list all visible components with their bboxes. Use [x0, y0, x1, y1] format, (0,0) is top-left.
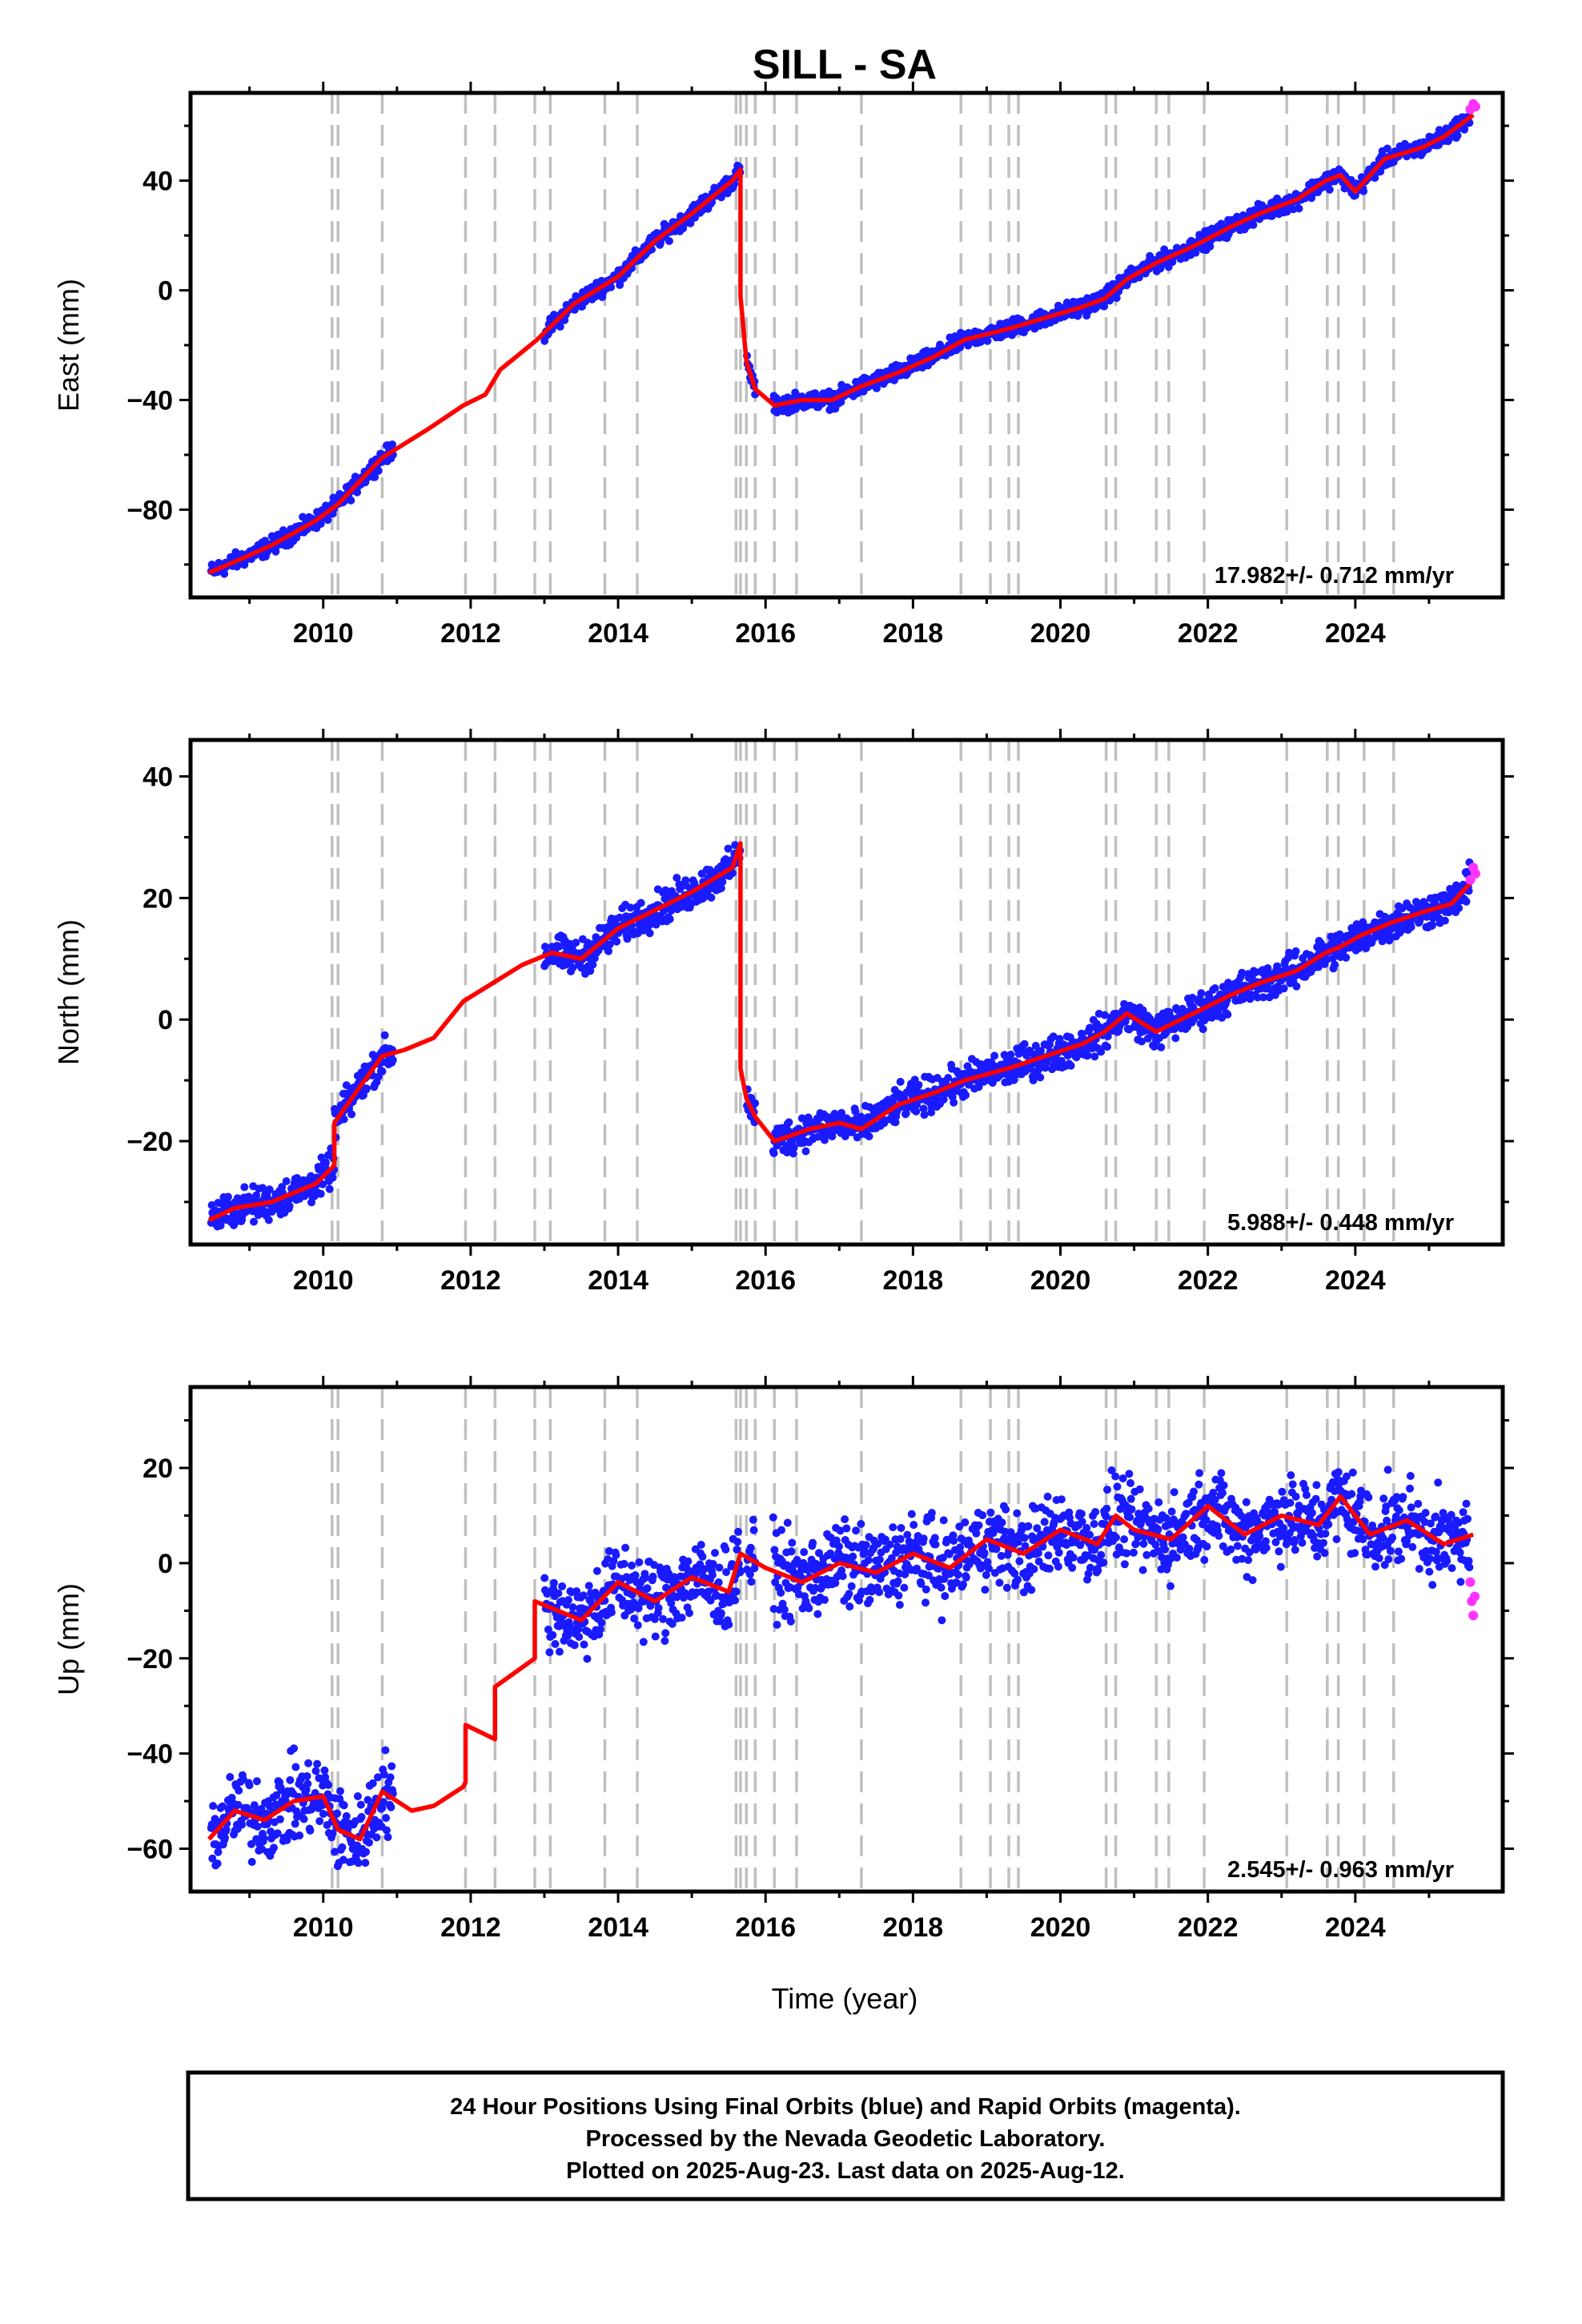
- y-tick-label: 20: [143, 883, 173, 914]
- x-tick-label: 2010: [293, 1265, 354, 1296]
- x-tick-label: 2020: [1030, 1912, 1091, 1943]
- y-axis-label: Up (mm): [52, 1583, 85, 1695]
- model-fit-line: [207, 113, 1475, 575]
- final-orbit-points: [207, 112, 1474, 578]
- plot-frame: [188, 738, 1505, 1247]
- x-tick-label: 2018: [883, 1265, 944, 1296]
- panels-group: 2010 2012 2014 2016 2018 2020 2022 2024−80−4004…: [52, 82, 1514, 1943]
- x-axis-label: Time (year): [772, 1982, 918, 2015]
- rapid-orbit-point: [1470, 1591, 1480, 1602]
- rapid-orbit-point: [1468, 1610, 1479, 1621]
- y-tick-label: 20: [143, 1454, 173, 1484]
- x-tick-label: 2022: [1178, 1265, 1239, 1296]
- x-tick-label: 2024: [1325, 1265, 1386, 1296]
- velocity-rate-label: 2.545+/- 0.963 mm/yr: [1227, 1857, 1454, 1883]
- plot-frame: [188, 1385, 1505, 1894]
- x-tick-label: 2022: [1178, 618, 1239, 649]
- plot-area: [207, 740, 1480, 1244]
- y-axis-label: East (mm): [52, 279, 85, 412]
- footer-line-3: Plotted on 2025-Aug-23. Last data on 202…: [566, 2158, 1125, 2184]
- x-tick-label: 2012: [440, 1265, 501, 1296]
- final-orbit-points: [207, 1466, 1474, 1871]
- x-tick-label: 2014: [588, 1912, 648, 1943]
- plot-frame: [188, 90, 1505, 600]
- y-tick-label: −60: [126, 1835, 173, 1865]
- plot-area: [207, 93, 1480, 597]
- x-tick-label: 2010: [293, 1912, 354, 1943]
- model-fit-line: [207, 1494, 1475, 1842]
- x-tick-label: 2022: [1178, 1912, 1239, 1943]
- x-tick-label: 2020: [1030, 618, 1091, 649]
- panel-up: 2010 2012 2014 2016 2018 2020 2022 2024 −60 −40 −2…: [52, 1376, 1514, 1943]
- y-tick-label: 0: [158, 1549, 173, 1579]
- velocity-rate-label: 5.988+/- 0.448 mm/yr: [1227, 1210, 1454, 1236]
- panel-north: 2010 2012 2014 2016 2018 2020 2022 2024 −20 0 20 40…: [52, 729, 1514, 1296]
- y-tick-label: −80: [126, 495, 173, 525]
- rapid-orbit-point: [1470, 868, 1480, 879]
- x-tick-label: 2014: [588, 1265, 648, 1296]
- footer-line-1: 24 Hour Positions Using Final Orbits (bl…: [450, 2094, 1241, 2120]
- y-tick-label: −40: [126, 1739, 173, 1770]
- x-tick-label: 2012: [440, 1912, 501, 1943]
- y-tick-label: 0: [158, 1005, 173, 1035]
- y-tick-label: 40: [143, 167, 173, 197]
- y-tick-label: −20: [126, 1127, 173, 1157]
- final-orbit-points: [207, 841, 1474, 1231]
- x-tick-label: 2024: [1325, 1912, 1386, 1943]
- footer-box: 24 Hour Positions Using Final Orbits (bl…: [186, 2070, 1505, 2201]
- rapid-orbit-point: [1465, 1577, 1476, 1587]
- x-tick-label: 2020: [1030, 1265, 1091, 1296]
- x-tick-label: 2014: [588, 618, 648, 649]
- y-tick-label: 0: [158, 276, 173, 307]
- footer-line-2: Processed by the Nevada Geodetic Laborat…: [586, 2126, 1106, 2152]
- chart-title: SILL - SA: [753, 42, 937, 88]
- panel-east: 2010 2012 2014 2016 2018 2020 2022 2024 −80 −40 0 4…: [52, 82, 1514, 649]
- y-tick-label: −20: [126, 1644, 173, 1675]
- x-tick-label: 2016: [735, 1912, 796, 1943]
- x-tick-label: 2024: [1325, 618, 1386, 649]
- x-tick-label: 2010: [293, 618, 354, 649]
- x-tick-label: 2012: [440, 618, 501, 649]
- footer-frame: [186, 2070, 1505, 2201]
- rapid-orbit-point: [1470, 102, 1480, 112]
- y-tick-label: −40: [126, 385, 173, 416]
- x-tick-label: 2018: [883, 1912, 944, 1943]
- x-tick-label: 2018: [883, 618, 944, 649]
- velocity-rate-label: 17.982+/- 0.712 mm/yr: [1215, 563, 1454, 589]
- plot-area: [207, 1387, 1480, 1892]
- model-fit-line: [207, 841, 1476, 1223]
- x-tick-label: 2016: [735, 1265, 796, 1296]
- y-axis-label: North (mm): [52, 919, 85, 1065]
- y-tick-label: 40: [143, 762, 173, 793]
- x-tick-label: 2016: [735, 618, 796, 649]
